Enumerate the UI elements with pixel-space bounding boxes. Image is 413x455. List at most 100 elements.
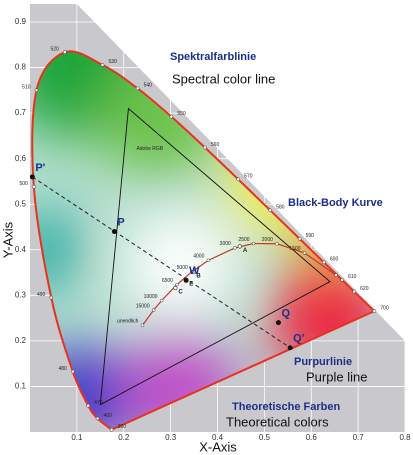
annotation: Spectral color line — [172, 71, 275, 86]
point-label: W — [189, 265, 200, 277]
purple-line — [111, 310, 375, 431]
named-point — [287, 345, 293, 351]
y-axis-label: Y-Axis — [0, 221, 15, 258]
locus-point — [352, 289, 356, 294]
black-body-point — [233, 246, 237, 250]
point-label: P' — [35, 162, 45, 174]
temperature-label: 3000 — [220, 241, 231, 247]
mixing-line — [32, 176, 291, 349]
x-tick-label: 0.7 — [353, 433, 365, 442]
wavelength-label: 510 — [22, 85, 31, 91]
annotation: Purple line — [306, 369, 367, 384]
annotation: Theoretical colors — [226, 414, 329, 429]
temperature-label: unendlich — [117, 319, 139, 325]
temperature-label: 6500 — [162, 278, 173, 284]
wavelength-label: 500 — [20, 181, 29, 187]
locus-point — [236, 177, 241, 182]
named-point — [183, 277, 189, 283]
locus-point — [372, 309, 377, 313]
wavelength-label: 620 — [360, 286, 369, 292]
wavelength-label: 490 — [37, 292, 46, 298]
wavelength-label: 600 — [330, 257, 339, 263]
temperature-label: 2000 — [262, 237, 273, 243]
wavelength-label: 540 — [144, 83, 153, 89]
named-point — [111, 229, 117, 235]
x-tick-label: 0.4 — [212, 433, 224, 442]
black-body-point — [159, 298, 164, 303]
locus-point — [268, 208, 273, 213]
black-body-point — [140, 323, 145, 328]
temperature-label: 15000 — [136, 303, 150, 309]
wavelength-label: 520 — [50, 46, 59, 52]
point-label: Q' — [293, 333, 305, 345]
y-tick-label: 0.3 — [15, 290, 27, 299]
x-tick-label: 0.6 — [306, 433, 318, 442]
gamut-label: Adobe RGB — [136, 146, 163, 152]
y-tick-label: 0.8 — [15, 63, 27, 72]
wavelength-label: 560 — [211, 142, 220, 148]
illuminant-label: E — [189, 282, 193, 288]
locus-point — [203, 145, 207, 150]
wavelength-label: 570 — [244, 174, 253, 180]
locus-point — [100, 63, 105, 67]
black-body-point — [206, 258, 211, 263]
wavelength-label: 700 — [380, 305, 389, 311]
temperature-label: 4000 — [193, 254, 204, 260]
illuminant-label: A — [243, 248, 248, 254]
wavelength-label: 470 — [94, 400, 103, 406]
locus-point — [169, 114, 174, 119]
black-body-point — [302, 251, 307, 255]
y-tick-label: 0.1 — [15, 382, 27, 391]
locus-point — [135, 86, 140, 91]
wavelength-label: 580 — [276, 205, 285, 211]
locus-point — [34, 88, 39, 93]
y-tick-label: 0.7 — [15, 108, 27, 117]
temperature-label: 10000 — [144, 294, 158, 300]
point-label: Q — [281, 308, 290, 320]
y-tick-label: 0.2 — [15, 336, 27, 345]
wavelength-label: 460 — [104, 413, 113, 419]
x-tick-label: 0.1 — [71, 433, 83, 442]
x-axis-label: X-Axis — [199, 439, 237, 454]
wavelength-label: 590 — [306, 233, 315, 239]
locus-point — [109, 427, 114, 432]
x-tick-label: 0.5 — [259, 433, 271, 442]
point-label: P — [117, 216, 124, 228]
x-tick-label: 0.2 — [118, 433, 130, 442]
black-body-point — [175, 282, 179, 287]
temperature-label: 2500 — [238, 237, 249, 243]
illuminant — [237, 244, 242, 249]
temperature-label: 5000 — [177, 265, 188, 271]
y-tick-label: 0.9 — [15, 17, 27, 26]
locus-point — [49, 295, 54, 300]
annotation: Black-Body Kurve — [288, 197, 383, 209]
x-tick-label: 0.8 — [399, 433, 411, 442]
black-body-point — [151, 308, 156, 312]
illuminant-label: C — [178, 290, 183, 296]
black-body-point — [275, 241, 279, 246]
impossible-region — [76, 4, 405, 341]
y-tick-label: 0.6 — [15, 154, 27, 163]
y-tick-label: 0.5 — [15, 199, 27, 208]
black-body-point — [334, 273, 338, 277]
temperature-label: 1500 — [289, 246, 300, 252]
y-tick-label: 0.4 — [15, 245, 27, 254]
locus-point — [86, 403, 91, 408]
annotation: Spektralfarblinie — [170, 51, 256, 63]
illuminant — [173, 285, 178, 291]
annotation: Theoretische Farben — [232, 401, 340, 413]
annotation: Purpurlinie — [294, 356, 352, 368]
locus-point — [31, 184, 36, 189]
locus-point — [340, 277, 344, 282]
wavelength-label: 530 — [109, 59, 118, 65]
locus-point — [70, 369, 75, 374]
gamut-triangle — [99, 107, 331, 406]
wavelength-label: 480 — [58, 366, 67, 372]
locus-point — [62, 50, 67, 55]
named-point — [275, 320, 281, 326]
illuminant-label: B — [196, 273, 201, 279]
locus-point — [297, 236, 302, 241]
x-tick-label: 0.3 — [165, 433, 177, 442]
illuminant — [191, 269, 196, 274]
locus-point — [322, 260, 326, 265]
